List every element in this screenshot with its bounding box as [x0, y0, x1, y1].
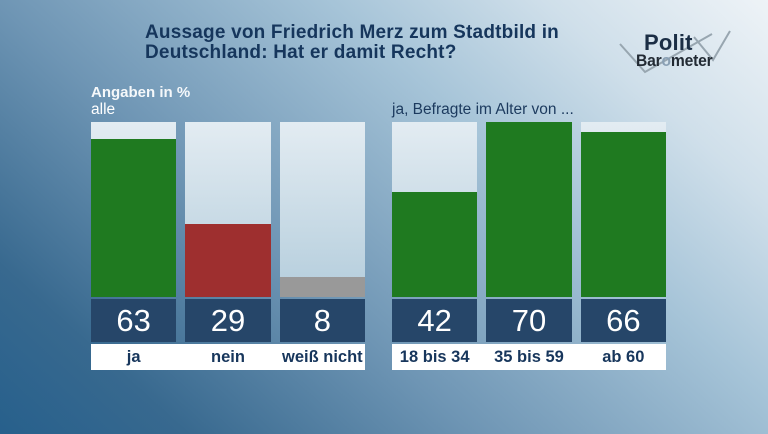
value-label: 42 [392, 299, 478, 342]
category-band: 18 bis 34 35 bis 59 ab 60 [392, 344, 666, 370]
bars-area: 42 70 66 [392, 122, 666, 342]
value-label: 63 [91, 299, 177, 342]
bar-segment [486, 122, 572, 297]
chart-title-alter: ja, Befragte im Alter von ... [392, 101, 574, 118]
bar-track [486, 122, 572, 297]
logo-text-barometer: Barometer [636, 51, 713, 71]
title-line-1: Aussage von Friedrich Merz zum Stadtbild… [145, 22, 559, 43]
value-label: 70 [486, 299, 572, 342]
bar-track [185, 122, 271, 297]
bar-track [580, 122, 666, 297]
bar-track [279, 122, 365, 297]
chart-alle: 63 29 8 ja nein weiß nicht [91, 122, 365, 370]
title-line-2: Deutschland: Hat er damit Recht? [145, 42, 457, 63]
value-label: 66 [580, 299, 666, 342]
bar-segment [392, 192, 478, 297]
bar-segment [279, 277, 365, 297]
politbarometer-logo: Polit Barometer [612, 24, 747, 79]
bar-column: 70 [486, 122, 572, 342]
category-label: nein [211, 347, 245, 366]
bar-segment [185, 224, 271, 297]
page-title: Aussage von Friedrich Merz zum Stadtbild… [145, 23, 635, 63]
value-label: 8 [279, 299, 365, 342]
bar-column: 66 [580, 122, 666, 342]
category-label: 18 bis 34 [399, 347, 470, 366]
logo-text-bar: Bar [636, 51, 662, 70]
chart-altersgruppen: 42 70 66 18 bis 34 35 bis 59 ab 60 [392, 122, 666, 370]
bar-column: 63 [91, 122, 177, 342]
bar-segment [91, 139, 177, 297]
bar-column: 29 [185, 122, 271, 342]
logo-text-polit: Polit [644, 30, 693, 55]
unit-note: Angaben in % [91, 84, 191, 101]
bar-column: 8 [279, 122, 365, 342]
value-label: 29 [185, 299, 271, 342]
bars-area: 63 29 8 [91, 122, 365, 342]
logo-text-meter: meter [670, 51, 713, 70]
zigzag-checkmark-icon [619, 30, 731, 74]
bar-column: 42 [392, 122, 478, 342]
category-band: ja nein weiß nicht [91, 344, 365, 370]
category-label: ab 60 [602, 347, 645, 366]
bar-segment [580, 132, 666, 297]
logo-text-o: o [661, 51, 672, 70]
category-label: ja [126, 347, 141, 366]
bar-track [392, 122, 478, 297]
category-label: 35 bis 59 [494, 347, 564, 366]
bar-track [91, 122, 177, 297]
category-label: weiß nicht [281, 347, 363, 366]
chart-title-alle: alle [91, 101, 116, 118]
